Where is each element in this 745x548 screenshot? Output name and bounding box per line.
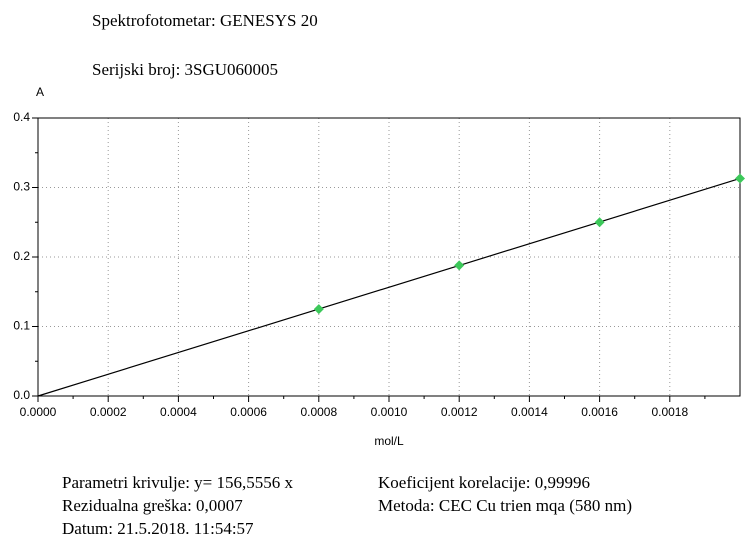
- x-tick-label: 0.0008: [300, 405, 337, 419]
- x-tick-label: 0.0014: [511, 405, 548, 419]
- data-point: [594, 217, 605, 228]
- y-tick-label: 0.4: [13, 110, 30, 124]
- data-point: [735, 173, 745, 184]
- y-axis-label: A: [36, 85, 44, 99]
- footer-text: Koeficijent korelacije: 0,99996: [378, 473, 590, 492]
- header-line: Serijski broj: 3SGU060005: [92, 60, 278, 79]
- data-point: [313, 304, 324, 315]
- y-tick-label: 0.2: [13, 249, 30, 263]
- footer-text: Rezidualna greška: 0,0007: [62, 496, 243, 515]
- x-tick-label: 0.0006: [230, 405, 267, 419]
- fit-line: [37, 177, 741, 397]
- footer-text: Datum: 21.5.2018. 11:54:57: [62, 519, 254, 538]
- x-tick-label: 0.0000: [20, 405, 57, 419]
- y-tick-label: 0.1: [13, 319, 30, 333]
- x-tick-label: 0.0004: [160, 405, 197, 419]
- footer-text: Metoda: CEC Cu trien mqa (580 nm): [378, 496, 632, 515]
- plot-frame: [37, 117, 741, 397]
- x-tick-label: 0.0016: [581, 405, 618, 419]
- x-tick-label: 0.0018: [651, 405, 688, 419]
- data-point: [454, 260, 465, 271]
- x-axis-label: mol/L: [374, 434, 404, 448]
- header-line: Spektrofotometar: GENESYS 20: [92, 11, 318, 30]
- x-tick-label: 0.0002: [90, 405, 127, 419]
- x-tick-label: 0.0012: [441, 405, 478, 419]
- footer-text: Parametri krivulje: y= 156,5556 x: [62, 473, 294, 492]
- y-tick-label: 0.3: [13, 180, 30, 194]
- x-tick-label: 0.0010: [371, 405, 408, 419]
- y-tick-label: 0.0: [13, 388, 30, 402]
